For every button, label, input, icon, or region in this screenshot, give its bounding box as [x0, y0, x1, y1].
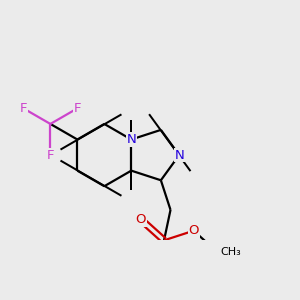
Text: N: N	[174, 148, 184, 162]
Text: F: F	[20, 102, 27, 115]
Text: F: F	[74, 102, 81, 115]
Text: N: N	[126, 133, 136, 146]
Text: CH₃: CH₃	[220, 247, 241, 256]
Text: F: F	[46, 148, 54, 162]
Text: O: O	[136, 213, 146, 226]
Text: O: O	[188, 224, 199, 237]
